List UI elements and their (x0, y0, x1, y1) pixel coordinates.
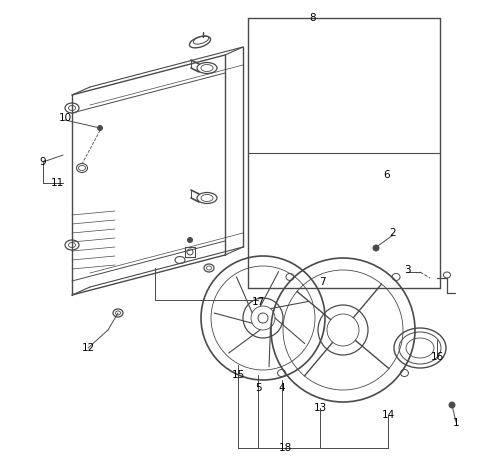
Circle shape (449, 402, 455, 408)
Text: 5: 5 (255, 383, 261, 393)
Text: 16: 16 (431, 352, 444, 362)
Text: 1: 1 (453, 418, 459, 428)
Text: 10: 10 (59, 113, 72, 123)
Text: 4: 4 (279, 383, 285, 393)
Text: 15: 15 (231, 370, 245, 380)
Circle shape (97, 125, 103, 130)
Text: 2: 2 (390, 228, 396, 238)
Text: 13: 13 (313, 403, 326, 413)
Circle shape (188, 237, 192, 242)
Text: 3: 3 (404, 265, 410, 275)
Text: 12: 12 (82, 343, 95, 353)
Circle shape (373, 245, 379, 251)
Text: 7: 7 (319, 277, 325, 287)
Text: 14: 14 (382, 410, 395, 420)
Text: 6: 6 (384, 170, 390, 180)
Text: 17: 17 (252, 297, 264, 307)
Text: 11: 11 (50, 178, 64, 188)
Text: 9: 9 (40, 157, 46, 167)
Text: 8: 8 (310, 13, 316, 23)
Text: 18: 18 (278, 443, 292, 453)
